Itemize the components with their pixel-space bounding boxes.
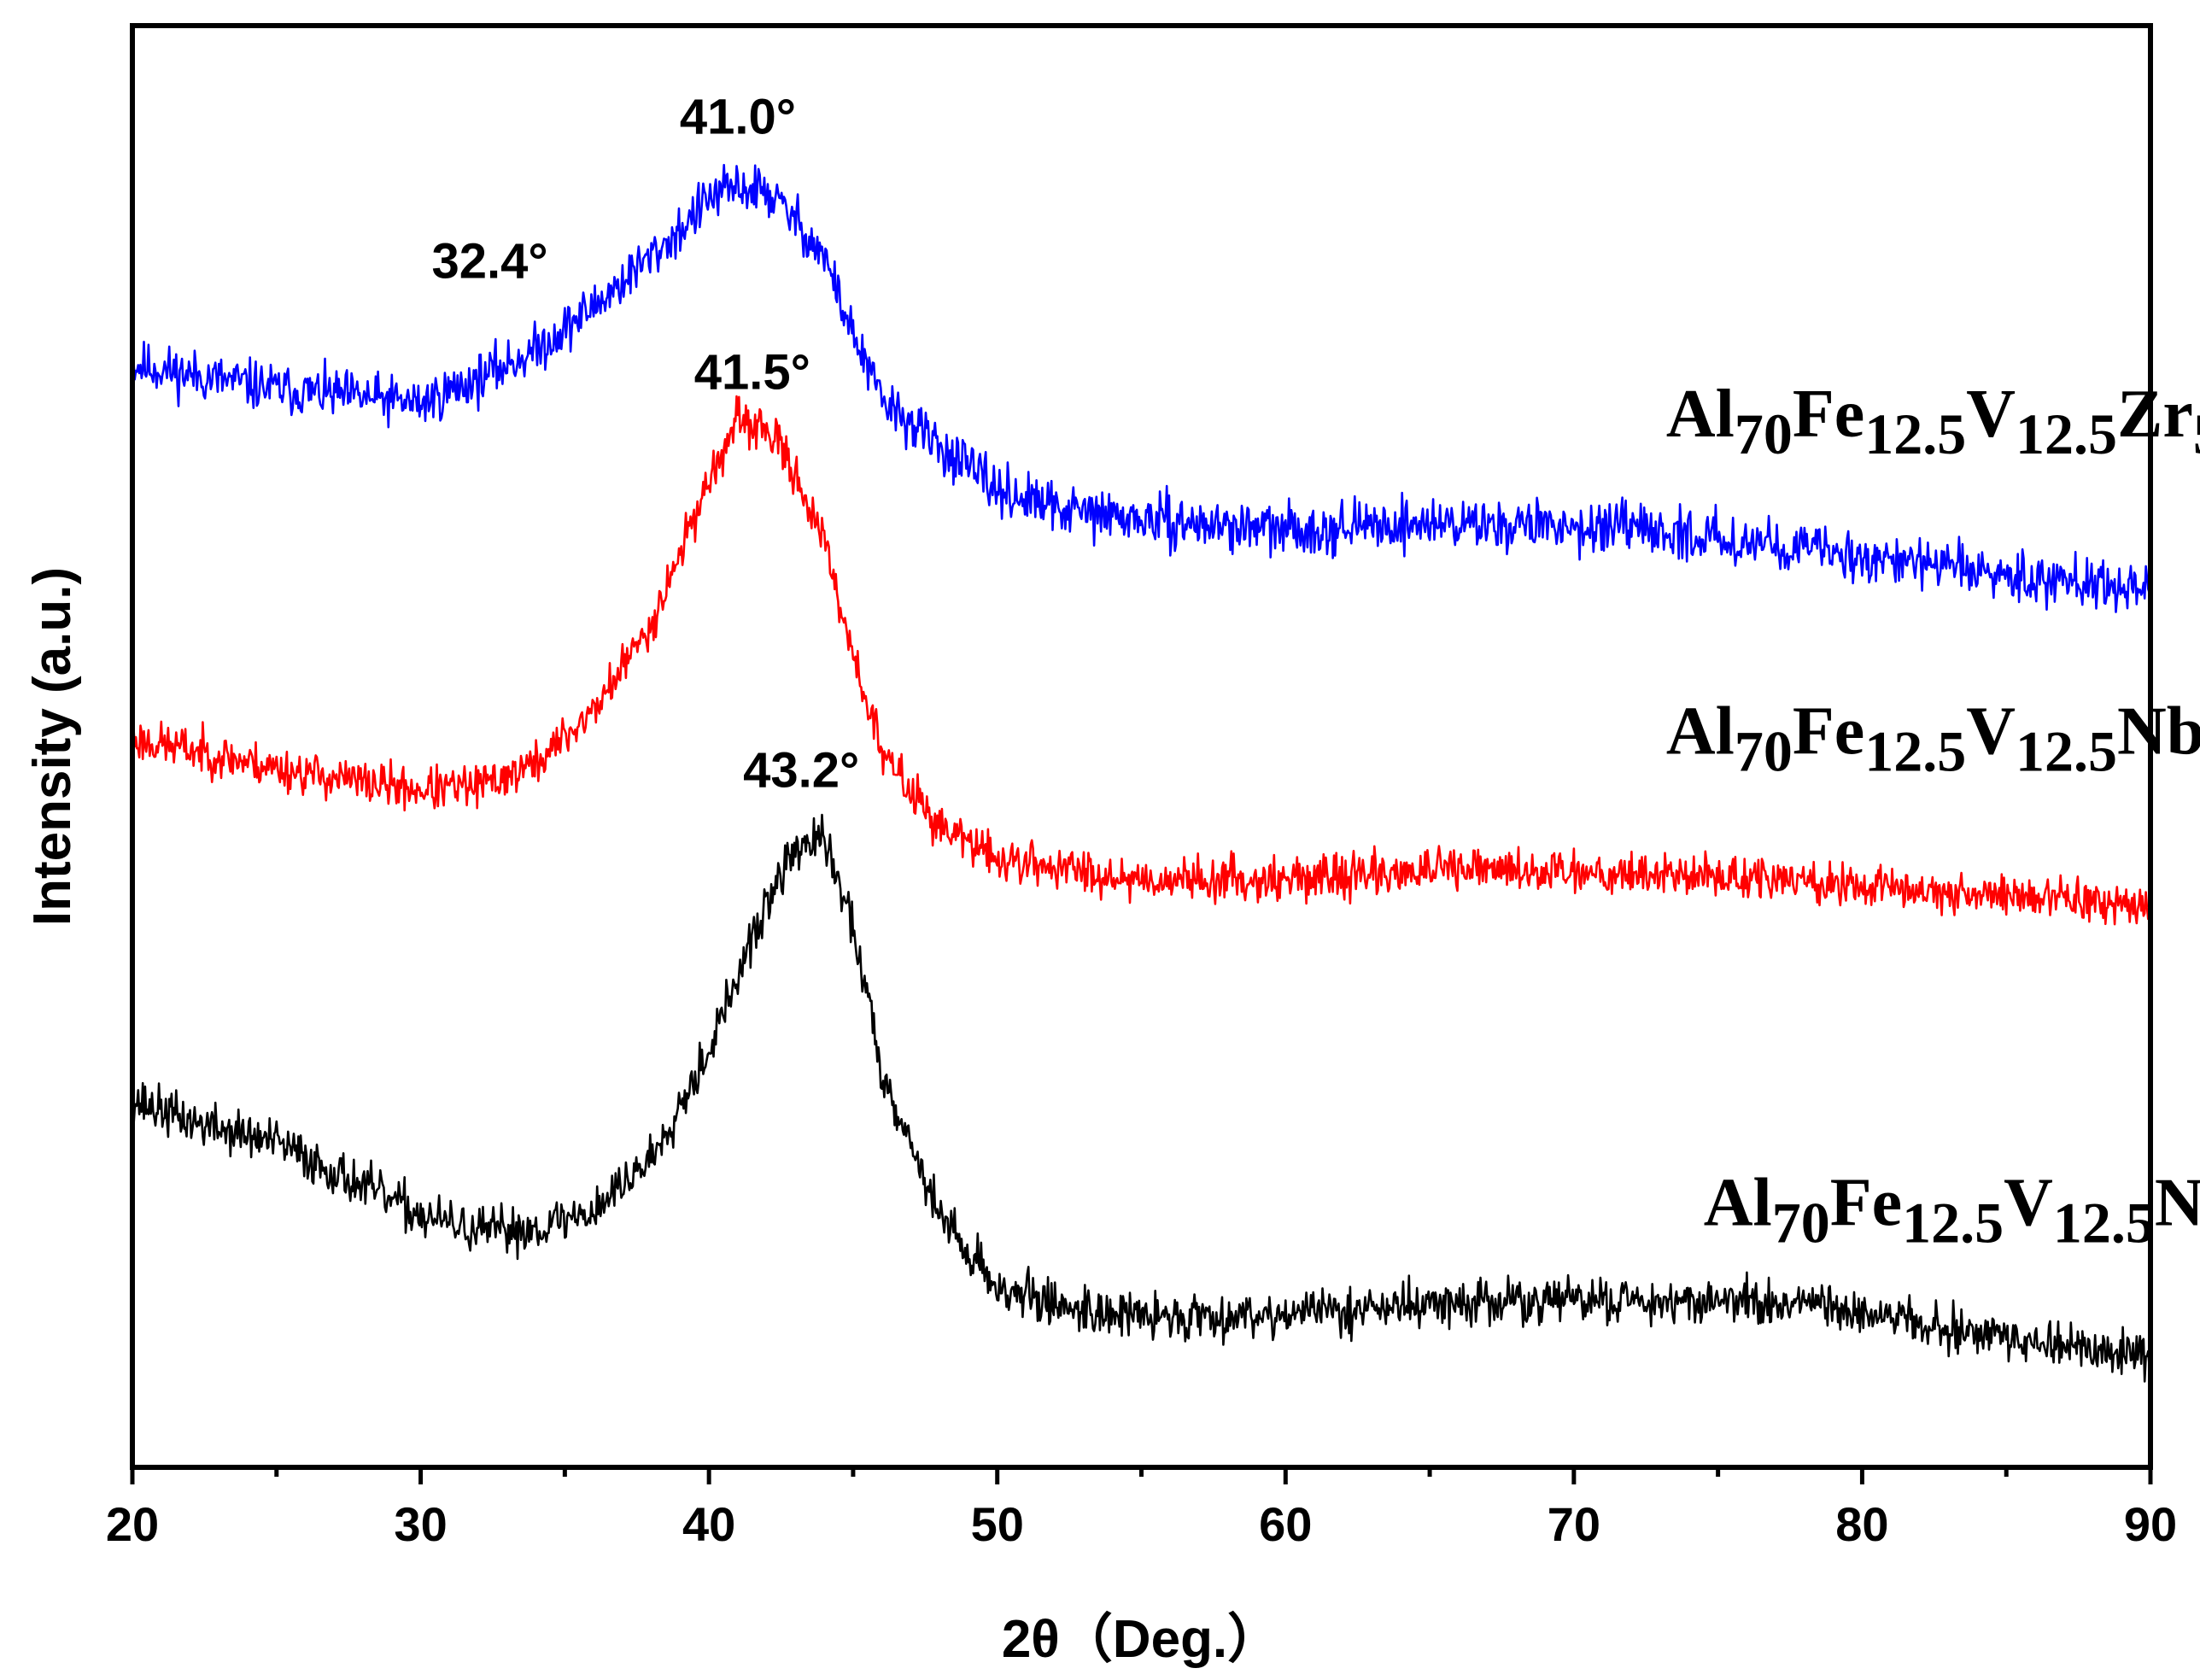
x-tick-label: 40 [682,1497,735,1551]
peak-annotation: 41.5° [694,344,810,400]
peak-annotation: 32.4° [432,233,548,289]
series-label: Al70Fe12.5V12.5Nb5 [1666,694,2200,783]
peak-annotation: 41.0° [680,90,796,145]
series-labels: Al70Fe12.5V12.5Zr5 Al70Fe12.5V12.5Nb5 Al70… [1666,377,2200,1255]
peak-annotations: 32.4° 41.0° 41.5° 43.2° [432,90,860,799]
y-axis-title: Intensity (a.u.) [23,567,82,926]
series-label: Al70Fe12.5V12.5Ni5 [1704,1165,2200,1255]
peak-annotation: 43.2° [743,742,859,798]
x-tick-label: 60 [1259,1497,1312,1551]
x-axis-ticks: 20 30 40 50 60 70 80 90 [106,1467,2177,1551]
series-line-1 [131,395,2152,926]
series-line-2 [131,813,2152,1383]
x-tick-label: 50 [971,1497,1024,1551]
x-tick-label: 20 [106,1497,159,1551]
x-tick-label: 30 [394,1497,447,1551]
x-axis-title: 2θ（Deg.） [1002,1609,1280,1669]
x-tick-label: 80 [1835,1497,1888,1551]
x-tick-label: 70 [1548,1497,1600,1551]
series-label: Al70Fe12.5V12.5Zr5 [1666,377,2200,466]
series-line-0 [131,163,2152,613]
x-tick-label: 90 [2124,1497,2177,1551]
series-layer [131,163,2152,1383]
